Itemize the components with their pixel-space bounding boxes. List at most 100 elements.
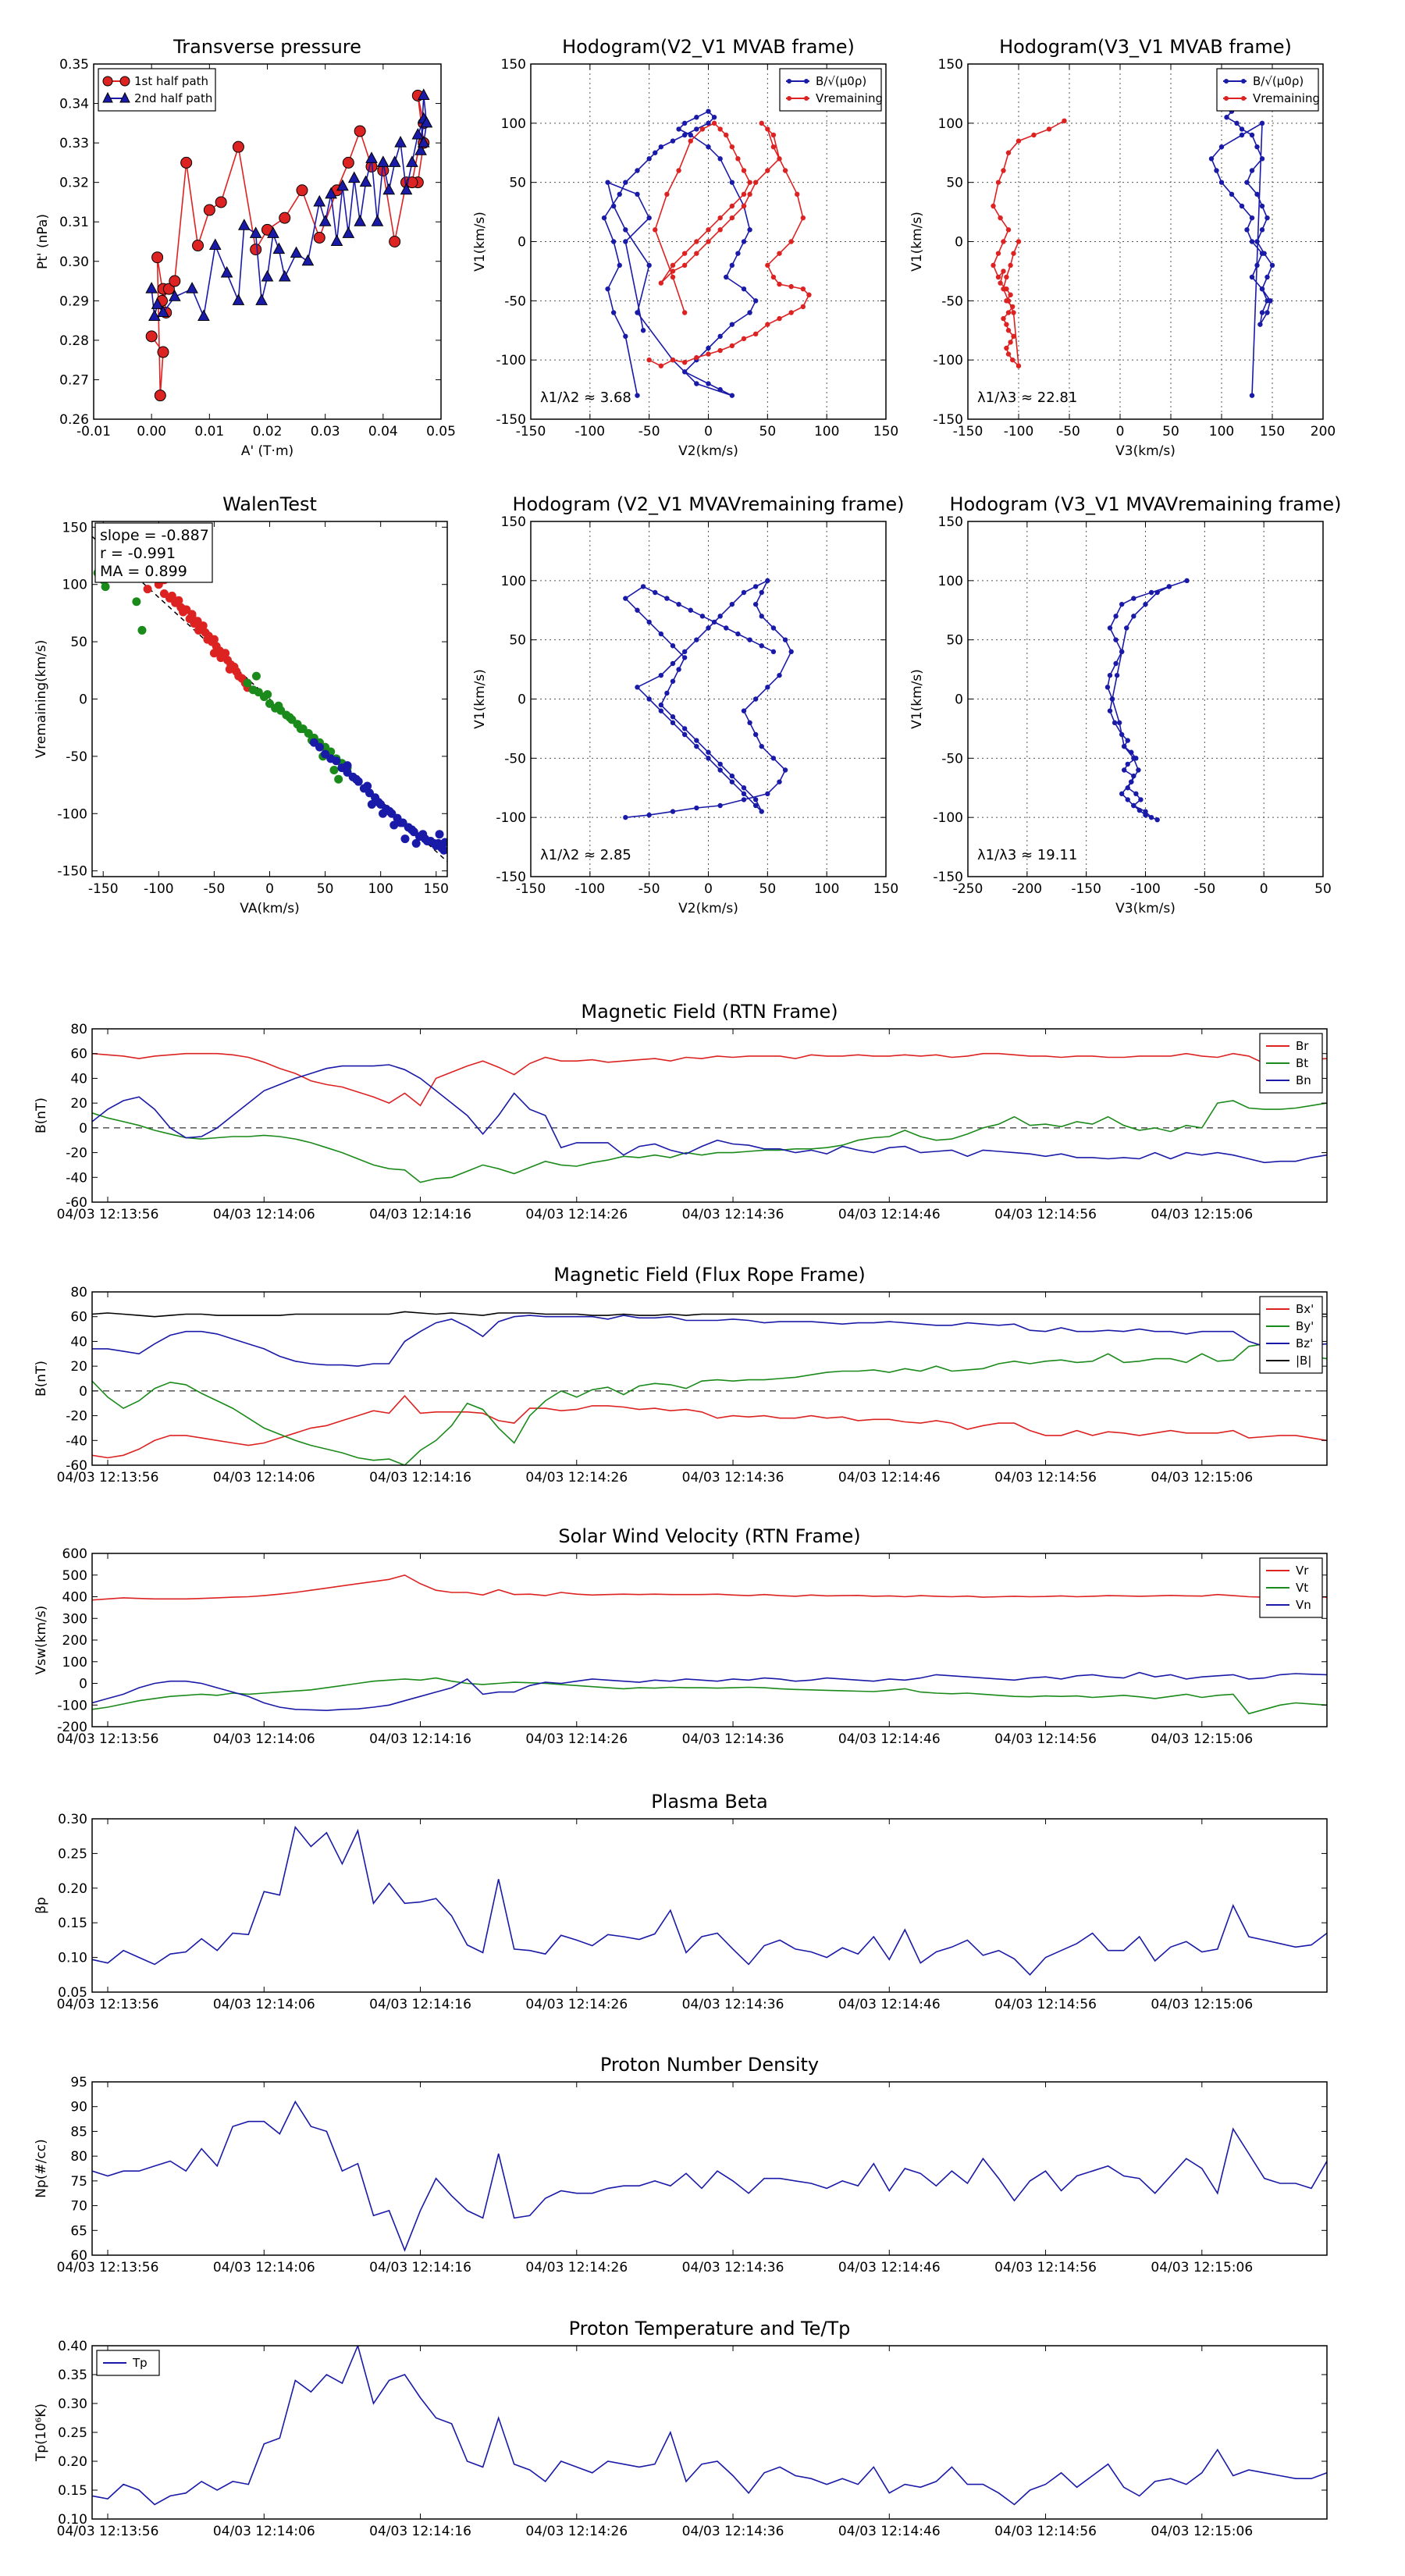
x-tick-label: 0 bbox=[265, 881, 274, 897]
data-point bbox=[765, 791, 770, 797]
series-line bbox=[92, 1311, 1327, 1318]
data-point bbox=[1129, 779, 1134, 785]
data-point bbox=[1239, 132, 1245, 138]
y-tick-label: 40 bbox=[70, 1071, 87, 1087]
legend-label: Tp bbox=[132, 2356, 148, 2370]
y-tick-label: 75 bbox=[70, 2174, 87, 2190]
x-tick-label: 150 bbox=[424, 881, 449, 897]
data-point bbox=[605, 180, 610, 185]
y-tick-label: 100 bbox=[501, 574, 526, 589]
y-tick-label: 0.30 bbox=[58, 1812, 87, 1827]
x-tick-label: 04/03 12:14:16 bbox=[369, 1470, 471, 1485]
data-point bbox=[1138, 797, 1144, 802]
data-point bbox=[717, 761, 723, 767]
data-point bbox=[406, 155, 418, 167]
legend-label: Vremaining bbox=[1253, 91, 1320, 105]
plot-area bbox=[1104, 578, 1190, 823]
chart-hodogram_v3v1_mvab: Hodogram(V3_V1 MVAB frame) -150 -100 -50 0 50… bbox=[909, 36, 1336, 459]
legend-label: Bt bbox=[1296, 1056, 1308, 1070]
y-tick-label: 80 bbox=[70, 2149, 87, 2165]
data-point bbox=[379, 809, 388, 818]
x-tick-label: -150 bbox=[516, 424, 546, 439]
data-point bbox=[359, 175, 372, 187]
data-point bbox=[770, 649, 777, 655]
x-tick-label: 04/03 12:14:16 bbox=[369, 2524, 471, 2539]
data-point bbox=[1011, 310, 1016, 315]
y-tick-label: 60 bbox=[70, 2248, 87, 2264]
chart-title: Hodogram (V3_V1 MVAVremaining frame) bbox=[949, 493, 1341, 515]
data-point bbox=[694, 251, 699, 256]
ratio-annotation: λ1/λ2 ≈ 2.85 bbox=[540, 847, 631, 863]
chart-title: Proton Temperature and Te/Tp bbox=[569, 2318, 851, 2339]
data-point bbox=[765, 126, 770, 132]
data-point bbox=[670, 678, 676, 684]
y-axis-label: V1(km/s) bbox=[909, 669, 925, 729]
data-point bbox=[197, 309, 210, 322]
data-point bbox=[1254, 239, 1260, 244]
x-tick-label: 04/03 12:14:36 bbox=[682, 2524, 784, 2539]
data-point bbox=[694, 126, 699, 132]
y-tick-label: -100 bbox=[933, 353, 963, 368]
data-point bbox=[795, 191, 800, 197]
series-line bbox=[92, 1315, 1327, 1367]
y-tick-label: -100 bbox=[57, 1698, 87, 1713]
chart-title: Plasma Beta bbox=[651, 1791, 767, 1813]
y-tick-label: 100 bbox=[62, 1655, 87, 1670]
data-point bbox=[385, 806, 394, 816]
x-axis-label: V3(km/s) bbox=[1115, 443, 1176, 459]
data-point bbox=[998, 215, 1003, 221]
data-point bbox=[670, 357, 676, 363]
legend-marker bbox=[1224, 79, 1229, 84]
series-bn bbox=[92, 1064, 1327, 1164]
data-point bbox=[664, 690, 670, 696]
x-tick-label: -150 bbox=[953, 424, 984, 439]
series-line bbox=[92, 1100, 1327, 1183]
legend-label: |B| bbox=[1296, 1354, 1311, 1368]
data-point bbox=[752, 731, 759, 738]
y-tick-label: 150 bbox=[62, 520, 87, 535]
data-point bbox=[132, 597, 141, 607]
data-point bbox=[752, 180, 759, 185]
data-point bbox=[788, 283, 794, 290]
data-point bbox=[800, 304, 806, 310]
data-point bbox=[681, 726, 688, 731]
data-point bbox=[694, 239, 699, 244]
data-point bbox=[1133, 791, 1139, 797]
data-point bbox=[261, 269, 274, 282]
y-tick-label: 60 bbox=[70, 1047, 87, 1062]
legend-label: Vn bbox=[1296, 1598, 1311, 1612]
data-point bbox=[729, 262, 735, 269]
y-tick-label: 90 bbox=[70, 2100, 87, 2115]
data-point bbox=[394, 136, 407, 148]
data-point bbox=[1010, 357, 1016, 363]
series-vremaining bbox=[646, 120, 812, 368]
x-tick-label: 04/03 12:13:56 bbox=[57, 1731, 159, 1747]
y-tick-label: -20 bbox=[66, 1409, 87, 1425]
data-point bbox=[658, 708, 664, 713]
stats-box bbox=[94, 522, 213, 583]
y-tick-label: -100 bbox=[57, 806, 87, 822]
data-point bbox=[777, 281, 782, 287]
data-point bbox=[301, 254, 315, 266]
legend-label: By' bbox=[1296, 1319, 1314, 1333]
x-tick-label: 04/03 12:14:06 bbox=[213, 1731, 315, 1747]
x-tick-label: -100 bbox=[1004, 424, 1034, 439]
data-point bbox=[635, 607, 640, 613]
data-point bbox=[389, 820, 399, 830]
legend-label: Vremaining bbox=[816, 91, 883, 105]
data-point bbox=[717, 386, 723, 393]
data-point bbox=[623, 596, 628, 601]
data-point bbox=[670, 809, 676, 814]
x-tick-label: 04/03 12:15:06 bbox=[1151, 2524, 1253, 2539]
x-axis-label: A' (T·m) bbox=[241, 443, 293, 459]
data-point bbox=[670, 138, 676, 144]
series--b- bbox=[92, 1311, 1327, 1318]
data-point bbox=[145, 330, 158, 343]
legend-marker bbox=[787, 79, 791, 84]
legend: Bx' By' Bz' |B| bbox=[1259, 1296, 1323, 1374]
plot-area bbox=[145, 88, 433, 402]
data-point bbox=[664, 191, 670, 197]
data-point bbox=[157, 305, 169, 317]
data-point bbox=[635, 393, 640, 398]
data-point bbox=[1011, 251, 1016, 256]
